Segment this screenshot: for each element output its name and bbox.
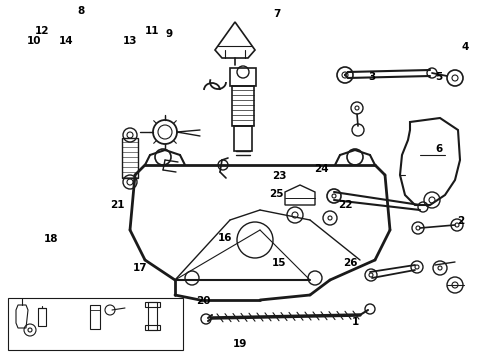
- Text: 12: 12: [34, 26, 49, 36]
- Text: 22: 22: [338, 200, 353, 210]
- Text: 2: 2: [457, 216, 464, 226]
- Text: 16: 16: [218, 233, 233, 243]
- Text: 13: 13: [122, 36, 137, 46]
- Text: 20: 20: [196, 296, 211, 306]
- Text: 19: 19: [233, 339, 247, 349]
- Bar: [234, 126, 252, 151]
- Bar: [230, 68, 256, 86]
- Text: 6: 6: [435, 144, 442, 154]
- Text: 23: 23: [272, 171, 287, 181]
- Text: 8: 8: [77, 6, 84, 16]
- Bar: [38, 308, 46, 326]
- Text: 21: 21: [110, 200, 125, 210]
- Text: 3: 3: [369, 72, 376, 82]
- Text: 26: 26: [343, 258, 358, 268]
- Text: 18: 18: [44, 234, 59, 244]
- Bar: [145, 325, 160, 330]
- Text: 7: 7: [273, 9, 281, 19]
- Text: 25: 25: [270, 189, 284, 199]
- Bar: [8, 298, 183, 350]
- Text: 10: 10: [27, 36, 42, 46]
- Text: 1: 1: [352, 317, 359, 327]
- Bar: [122, 138, 138, 178]
- Bar: [90, 305, 100, 329]
- Bar: [148, 302, 157, 330]
- Text: 9: 9: [166, 29, 172, 39]
- Text: 5: 5: [435, 72, 442, 82]
- Text: 24: 24: [314, 164, 328, 174]
- Bar: [145, 302, 160, 307]
- Text: 15: 15: [272, 258, 287, 268]
- Text: 17: 17: [132, 263, 147, 273]
- Text: 4: 4: [462, 42, 469, 52]
- Bar: [232, 86, 254, 126]
- Text: 11: 11: [145, 26, 159, 36]
- Text: 14: 14: [59, 36, 74, 46]
